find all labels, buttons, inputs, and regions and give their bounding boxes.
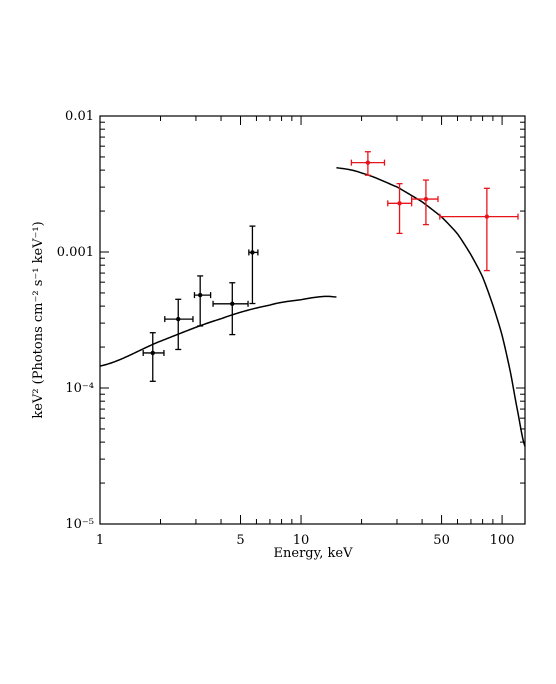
- y-tick-label: 0.001: [57, 245, 94, 260]
- point-marker: [484, 214, 490, 219]
- point-marker: [176, 316, 181, 322]
- model-curve: [99, 295, 337, 367]
- model-curve: [336, 167, 526, 447]
- x-tick-labels: 1 5 10 50 100: [96, 533, 515, 548]
- data-point: [387, 183, 413, 235]
- x-axis-title: Energy, keV: [274, 546, 354, 561]
- x-tick-label: 5: [236, 533, 244, 548]
- point-marker: [197, 292, 203, 298]
- data-point: [212, 282, 249, 336]
- point-marker: [397, 201, 402, 206]
- data-point: [439, 187, 519, 272]
- point-marker: [230, 301, 235, 307]
- model-curves: [99, 167, 526, 447]
- point-marker: [250, 250, 255, 255]
- y-axis-title: keV² (Photons cm⁻² s⁻¹ keV⁻¹): [31, 221, 46, 418]
- data-point: [164, 298, 194, 351]
- point-marker: [365, 160, 371, 165]
- data-points: [142, 151, 519, 382]
- data-point: [350, 151, 386, 176]
- data-point: [193, 275, 212, 327]
- y-tick-label: 10⁻⁴: [65, 381, 94, 396]
- data-point: [411, 179, 439, 226]
- y-tick-label: 10⁻⁵: [65, 517, 94, 532]
- y-tick-label: 0.01: [65, 109, 94, 124]
- point-marker: [423, 196, 429, 202]
- x-tick-label: 50: [433, 533, 450, 548]
- y-tick-labels: 0.01 0.001 10⁻⁴ 10⁻⁵: [57, 109, 94, 532]
- axis-ticks: [99, 115, 525, 525]
- plot-frame: [99, 115, 526, 525]
- x-tick-label: 100: [490, 533, 515, 548]
- data-point: [248, 225, 259, 305]
- x-tick-label: 10: [293, 533, 310, 548]
- x-tick-label: 1: [96, 533, 104, 548]
- data-point: [142, 332, 165, 382]
- point-marker: [150, 350, 155, 356]
